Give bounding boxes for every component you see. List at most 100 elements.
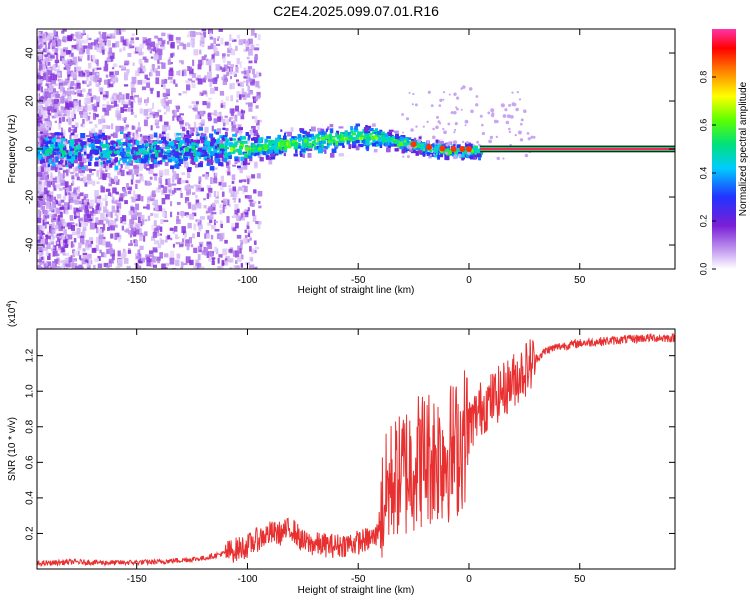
spectrogram-cell: [199, 91, 202, 96]
spectrogram-cell: [73, 136, 78, 141]
spectrogram-cell: [102, 160, 106, 165]
spectrogram-cell: [76, 43, 79, 51]
spectrogram-cell: [106, 148, 109, 152]
spectrogram-cell: [238, 151, 242, 155]
spectrogram-cell: [60, 239, 66, 245]
spectrogram-cell: [154, 43, 159, 50]
spectrogram-cell: [201, 250, 206, 255]
spectrogram-cell: [184, 143, 189, 146]
spectrogram-cell: [268, 156, 271, 160]
spectrogram-cell: [81, 110, 86, 116]
spectrogram-cell: [237, 111, 243, 116]
spectrogram-cell: [41, 172, 46, 180]
spectrogram-cell: [96, 67, 102, 70]
spectrogram-cell: [127, 131, 131, 136]
spectrogram-cell: [69, 158, 74, 163]
spectrogram-cell: [224, 131, 228, 137]
spectrogram-cell: [153, 264, 157, 268]
spectrogram-cell: [338, 126, 344, 129]
spectrogram-cell: [195, 262, 201, 266]
spectrogram-cell: [256, 120, 260, 126]
spectrogram-cell: [50, 175, 54, 181]
spectrogram-cell: [70, 199, 75, 204]
spectrogram-cell: [108, 47, 113, 55]
spectrogram-cell: [119, 94, 124, 99]
spectrogram-cell: [177, 177, 182, 185]
spectrogram-cell: [42, 33, 46, 40]
spectrogram-cell: [102, 151, 107, 156]
spectrogram-cell: [48, 83, 52, 89]
spectrogram-cell: [144, 180, 148, 186]
spectrogram-cell: [98, 177, 102, 180]
spectrogram-cell: [119, 193, 124, 198]
spectrogram-cell: [187, 130, 190, 135]
spectrogram-cell: [118, 160, 121, 165]
spectrogram-cell: [218, 254, 223, 258]
spectrogram-cell: [64, 100, 69, 104]
spectrogram-cell: [51, 262, 56, 269]
spectrogram-cell: [197, 148, 202, 153]
spectrogram-cell: [394, 148, 399, 152]
spectrogram-cell: [98, 140, 101, 144]
spectrogram-cell: [262, 151, 267, 156]
spectrogram-cell: [180, 261, 184, 268]
spectrogram-cell: [49, 141, 53, 144]
spectrogram-cell: [53, 88, 56, 92]
spectrogram-cell: [303, 139, 307, 144]
spectrogram-cell: [418, 150, 423, 154]
spectrogram-cell: [53, 213, 57, 218]
spectrogram-cell: [163, 253, 169, 258]
spectrogram-cell: [107, 227, 110, 231]
spectrogram-cell: [64, 236, 67, 239]
spectrogram-cell: [161, 79, 166, 85]
spectrogram-cell: [62, 170, 67, 174]
spectrogram-cell: [167, 234, 171, 240]
spectrogram-cell: [43, 171, 49, 175]
spectrogram-cell: [40, 136, 44, 144]
spectrogram-cell: [307, 153, 312, 158]
spectrogram-cell: [79, 139, 83, 143]
spectrogram-cell: [278, 146, 283, 152]
spectrogram-cell: [230, 147, 233, 153]
spectrogram-cell: [217, 191, 219, 198]
spectrogram-cell: [64, 150, 69, 154]
spectrogram-cell: [259, 150, 263, 154]
spectrogram-cell: [75, 265, 79, 269]
spectrogram-cell: [276, 141, 281, 147]
spectrogram-cell: [80, 133, 85, 138]
spectrogram-cell: [348, 134, 353, 139]
spectrogram-cell: [218, 29, 223, 32]
spectrogram-cell: [257, 33, 261, 41]
spectrogram-cell: [242, 211, 246, 216]
spectrogram-cell: [56, 44, 60, 52]
spectrogram-cell: [223, 74, 228, 79]
spectrogram-cell: [211, 261, 215, 265]
spectrogram-cell: [195, 151, 201, 157]
spectrogram-cell: [239, 145, 243, 150]
spectrogram-cell: [139, 227, 142, 233]
spectrogram-cell: [71, 45, 76, 50]
spectrogram-cell: [137, 97, 142, 103]
spectrogram-cell: [191, 101, 197, 104]
spectrogram-cell: [96, 195, 102, 200]
spectrogram-cell: [58, 225, 63, 232]
spectrogram-cell: [206, 58, 209, 61]
spectrogram-cell: [185, 137, 189, 142]
spectrogram-cell: [317, 133, 320, 137]
spectrogram-cell: [110, 56, 114, 62]
spectrogram-cell: [318, 148, 323, 154]
spectrogram-cell: [86, 73, 90, 78]
spectrogram-cell: [93, 212, 96, 216]
spectrogram-cell: [351, 130, 354, 134]
spectrogram-cell: [79, 110, 84, 115]
spectrogram-cell: [374, 143, 378, 147]
spectrogram-cell: [186, 201, 190, 206]
spectrogram-cell: [59, 211, 63, 218]
spectrogram-cell: [249, 237, 252, 241]
spectrogram-cell: [86, 202, 90, 206]
spectrogram-cell: [448, 150, 452, 154]
spectrogram-cell: [98, 228, 103, 236]
spectrogram-cell: [102, 239, 106, 246]
spectrogram-cell: [181, 70, 184, 77]
spectrogram-cell: [244, 195, 250, 199]
